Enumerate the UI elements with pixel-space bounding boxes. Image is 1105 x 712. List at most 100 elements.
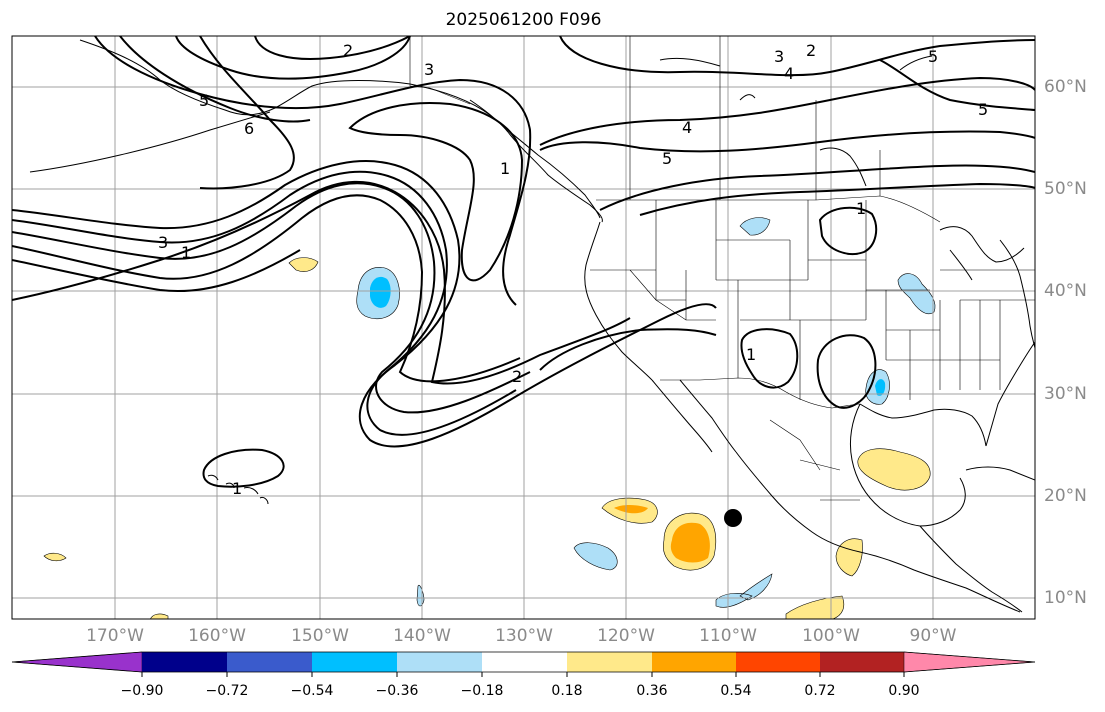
colorbar-cell: [482, 652, 567, 672]
aleutian-islands: [29, 111, 271, 173]
contour-label: 2: [343, 41, 353, 60]
contour-alaska-low-2: [254, 36, 411, 60]
colorbar: [11, 651, 1036, 677]
lon-label: 150°W: [291, 626, 349, 646]
us-west-coast: [584, 221, 653, 381]
lon-label: 170°W: [86, 626, 144, 646]
shade-blue-north-pacific: [370, 276, 391, 308]
contour-label: 5: [662, 149, 672, 168]
great-lakes: [939, 226, 1025, 281]
hawaii-islands: [207, 474, 269, 505]
shade-light-blue-nw-us: [739, 217, 771, 236]
shade-blue-texas: [875, 379, 886, 396]
shade-orange-pacific-small: [614, 505, 648, 514]
contour-label: 1: [181, 243, 191, 262]
contour-lines: [12, 36, 1035, 488]
contour-gulf-alaska-6: [199, 36, 295, 190]
colorbar-tick-label: 0.54: [720, 683, 752, 699]
contour-southwest-1: [740, 328, 799, 389]
contour-eastern-pac-2: [539, 328, 717, 371]
lon-label: 110°W: [699, 626, 757, 646]
colorbar-cell: [312, 652, 397, 672]
coastlines: [29, 39, 1035, 613]
us-state-borders: [590, 200, 1035, 400]
contour-pacific-jet-d: [12, 194, 521, 383]
alaska-canada-border: [409, 36, 471, 105]
shade-yellow-southwest: [150, 613, 169, 619]
contour-pacific-jet-e: [12, 180, 631, 385]
colorbar-cell: [142, 652, 227, 672]
canada-coast-north: [659, 57, 756, 101]
contour-label: 3: [158, 233, 168, 252]
shade-light-blue-pacific-sw: [573, 542, 618, 571]
shade-orange-pacific-large: [670, 522, 710, 563]
contour-label: 4: [682, 118, 692, 137]
lon-label: 90°W: [909, 626, 957, 646]
shade-light-blue-pacific-south: [715, 573, 773, 608]
contour-pacific-jet-a: [12, 160, 717, 448]
map-title: 2025061200 F096: [445, 10, 602, 30]
shade-yellow-mexico-coast: [835, 538, 863, 577]
mexico-west-coast: [735, 451, 1021, 613]
colorbar-tick-label: −0.90: [120, 683, 164, 699]
colorbar-tick-label: −0.54: [290, 683, 334, 699]
contour-ridge-west: [12, 249, 301, 292]
contour-ne-us-1: [818, 206, 878, 255]
central-america: [919, 525, 1023, 613]
contour-label: 1: [856, 199, 866, 218]
colorbar-ticks: [141, 672, 905, 677]
lat-label: 50°N: [1044, 179, 1087, 199]
us-canada-border: [596, 195, 941, 223]
contour-canada-3: [559, 36, 1035, 77]
florida-coast: [985, 341, 1035, 447]
baja-coast: [651, 379, 737, 453]
lat-label: 10°N: [1044, 588, 1087, 608]
contour-label: 4: [784, 64, 794, 83]
east-coast: [999, 239, 1035, 349]
lat-label: 20°N: [1044, 486, 1087, 506]
contour-label: 2: [806, 41, 816, 60]
contour-label: 5: [199, 91, 209, 110]
contour-us-1: [599, 164, 1035, 211]
contour-label: 2: [512, 367, 522, 386]
contour-canada-2-ring: [539, 130, 1035, 153]
colorbar-tick-label: 0.18: [551, 683, 583, 699]
contour-canada-4: [539, 76, 1035, 146]
contour-label: 6: [244, 119, 254, 138]
colorbar-cell: [736, 652, 820, 672]
lon-label: 120°W: [597, 626, 655, 646]
lon-label: 100°W: [802, 626, 860, 646]
colorbar-cell: [397, 652, 482, 672]
lat-label: 60°N: [1044, 77, 1087, 97]
contour-label: 3: [424, 60, 434, 79]
colorbar-tick-label: 0.72: [804, 683, 836, 699]
gulf-coast: [859, 403, 987, 447]
colorbar-cell: [820, 652, 904, 672]
contour-label: 1: [500, 159, 510, 178]
location-marker: [724, 509, 742, 527]
shade-light-blue-midwest: [897, 273, 936, 315]
contour-hawaii-1: [202, 448, 285, 488]
mexico-gulf-coast: [849, 403, 966, 527]
colorbar-cell: [11, 651, 143, 673]
colorbar-tick-label: −0.72: [205, 683, 249, 699]
shade-yellow-hawaii-west: [43, 552, 67, 562]
contour-label: 3: [774, 47, 784, 66]
lat-label: 30°N: [1044, 384, 1087, 404]
alaska-coast: [79, 39, 601, 219]
contour-pacific-jet-c: [12, 182, 531, 414]
colorbar-tick-label: −0.36: [375, 683, 419, 699]
lat-label: 40°N: [1044, 281, 1087, 301]
us-mexico-border: [660, 377, 861, 409]
contour-cutoff-low: [348, 102, 524, 282]
contour-canada-5-east: [879, 59, 1035, 111]
colorbar-tick-label: 0.90: [888, 683, 920, 699]
shade-yellow-west: [288, 257, 319, 272]
colorbar-cell: [227, 652, 312, 672]
colorbar-tick-label: −0.18: [460, 683, 504, 699]
contour-pacific-jet-b: [12, 170, 517, 436]
contour-labels: 2 3 3 2 4 5 6 5 1 3 5 4 5 1 1 2 1 1: [158, 41, 988, 498]
map-frame: [11, 35, 1036, 620]
contour-alaska-3: [175, 36, 411, 80]
